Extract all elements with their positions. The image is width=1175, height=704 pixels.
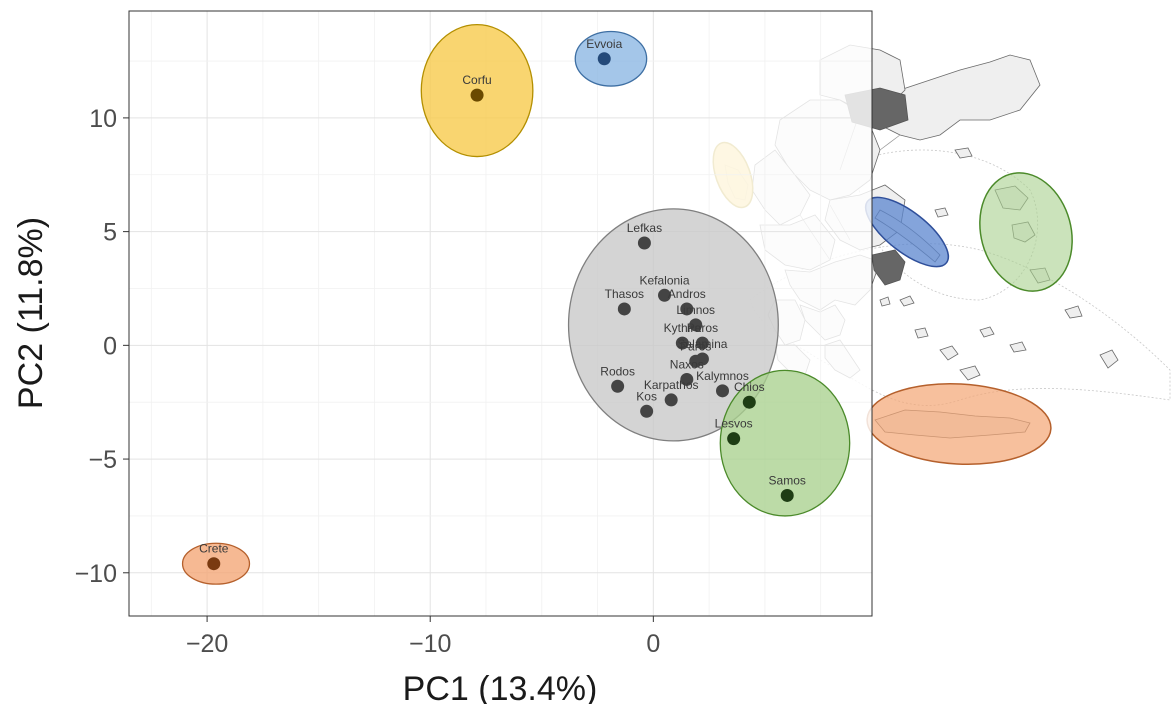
x-tick-label: 0 (646, 630, 660, 658)
point-label-andros: Andros (668, 287, 706, 301)
x-axis-ticks: −20 −10 0 (186, 616, 660, 658)
point-label-thasos: Thasos (605, 287, 644, 301)
point-thasos (617, 302, 631, 316)
x-tick-label: −10 (409, 630, 451, 658)
y-axis-ticks: −10 −5 0 5 10 (75, 105, 129, 588)
y-tick-label: −5 (88, 446, 117, 474)
point-lefkas (637, 236, 651, 250)
point-label-samos: Samos (769, 473, 806, 487)
point-kythira (675, 336, 689, 350)
point-poros (695, 336, 709, 350)
point-lesvos (727, 432, 741, 446)
point-label-kalymnos: Kalymnos (696, 369, 749, 383)
point-label-kefalonia: Kefalonia (639, 273, 689, 287)
point-label-limnos: Limnos (676, 303, 715, 317)
point-label-naxos: Naxos (670, 357, 704, 371)
point-salamina (695, 352, 709, 366)
point-chios (742, 395, 756, 409)
y-tick-label: 0 (103, 332, 117, 360)
x-tick-label: −20 (186, 630, 228, 658)
point-label-salamina: Salamina (677, 337, 727, 351)
point-naxos (680, 372, 694, 386)
point-label-corfu: Corfu (462, 73, 491, 87)
point-kefalonia (657, 288, 671, 302)
highlight-region-attica (871, 249, 906, 286)
point-rodos (611, 379, 625, 393)
point-label-lefkas: Lefkas (627, 221, 662, 235)
point-label-kos: Kos (636, 389, 657, 403)
y-tick-label: 5 (103, 219, 117, 247)
y-axis-title: PC2 (11.8%) (12, 217, 50, 409)
point-limnos (689, 318, 703, 332)
point-label-paros: Paros (680, 339, 711, 353)
y-tick-label: −10 (75, 560, 117, 588)
point-kos (640, 404, 654, 418)
point-label-karpathos: Karpathos (644, 378, 699, 392)
map-ellipse-ne-aegean (979, 172, 1073, 292)
point-kalymnos (716, 384, 730, 398)
point-karpathos (664, 393, 678, 407)
point-evvoia (597, 52, 611, 66)
point-label-poros: Poros (687, 321, 718, 335)
point-samos (780, 488, 794, 502)
point-label-evvoia: Evvoia (586, 37, 622, 51)
point-corfu (470, 88, 484, 102)
y-tick-label: 10 (89, 105, 117, 133)
point-label-kythira: Kythira (664, 321, 702, 335)
plot-panel-border (128, 10, 873, 617)
point-andros (680, 302, 694, 316)
data-points (207, 52, 794, 571)
map-ellipse-crete (866, 383, 1052, 465)
ellipse-evvoia (574, 30, 648, 87)
point-crete (207, 557, 221, 571)
point-label-lesvos: Lesvos (715, 417, 753, 431)
x-axis-title: PC1 (13.4%) (403, 670, 598, 704)
point-label-rodos: Rodos (600, 364, 635, 378)
point-label-crete: Crete (199, 542, 229, 556)
point-label-chios: Chios (734, 380, 765, 394)
